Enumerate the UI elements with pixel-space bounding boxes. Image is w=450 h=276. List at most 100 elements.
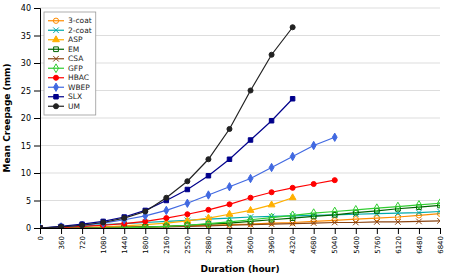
series-line <box>40 99 293 228</box>
x-tick: 3600 <box>247 228 255 254</box>
y-tick: 20 <box>21 114 40 123</box>
legend-item: ASP <box>48 35 83 44</box>
legend-line <box>48 49 64 50</box>
legend-item: 2-coat <box>48 26 92 35</box>
point <box>269 119 273 123</box>
plot: 0360720108014401800216025202880324036003… <box>21 4 445 254</box>
series-line <box>40 180 335 228</box>
legend-marker <box>54 83 59 91</box>
x-tick-label: 3600 <box>247 236 255 254</box>
point <box>332 133 337 141</box>
point <box>227 218 232 227</box>
y-tick-label: 30 <box>21 59 31 68</box>
x-tick: 3240 <box>226 228 234 254</box>
grid-line <box>40 145 440 146</box>
tick-mark <box>34 146 40 147</box>
point <box>206 207 211 212</box>
x-tick: 2880 <box>205 228 213 254</box>
legend-marker <box>53 104 58 109</box>
point <box>185 221 190 228</box>
x-tick: 5760 <box>374 228 382 254</box>
legend-label: HBAC <box>68 73 89 82</box>
legend-line <box>48 20 64 21</box>
tick-mark <box>34 228 40 229</box>
x-tick: 1440 <box>121 228 129 254</box>
point <box>268 201 275 207</box>
legend-item: HBAC <box>48 73 89 82</box>
series-line <box>40 203 440 228</box>
x-tick-label: 360 <box>58 236 66 249</box>
tick-mark <box>377 228 378 234</box>
tick-mark <box>34 63 40 64</box>
x-axis-title: Duration (hour) <box>200 264 279 274</box>
legend-marker <box>53 18 58 23</box>
x-tick-label: 4680 <box>310 236 318 254</box>
point <box>164 206 169 214</box>
point <box>248 215 253 224</box>
point <box>185 199 190 207</box>
legend-item: EM <box>48 45 79 54</box>
legend-label: GFP <box>68 64 83 73</box>
legend-label: CSA <box>68 54 84 63</box>
series-line <box>40 137 335 228</box>
tick-mark <box>187 228 188 234</box>
x-tick-label: 1080 <box>100 236 108 254</box>
y-tick: 10 <box>21 169 40 178</box>
point <box>269 213 274 222</box>
point <box>40 225 43 228</box>
legend-marker <box>53 75 58 80</box>
x-tick-label: 5760 <box>374 236 382 254</box>
point <box>248 88 253 93</box>
x-tick-label: 2880 <box>205 236 213 254</box>
point <box>290 97 294 101</box>
point <box>40 224 42 228</box>
x-tick-label: 1440 <box>121 236 129 254</box>
point <box>206 219 211 228</box>
y-tick: 35 <box>21 32 40 41</box>
point <box>40 224 43 228</box>
series-line <box>40 27 293 228</box>
point <box>395 219 401 225</box>
x-tick-label: 5400 <box>353 236 361 254</box>
point <box>248 195 253 200</box>
y-tick-label: 15 <box>21 142 31 151</box>
series <box>40 203 440 228</box>
x-tick: 720 <box>79 228 87 249</box>
point <box>122 216 127 224</box>
grid-line <box>40 63 440 64</box>
series <box>40 97 295 228</box>
y-tick-label: 20 <box>21 114 31 123</box>
point <box>332 178 337 183</box>
x-tick-label: 5040 <box>331 236 339 254</box>
tick-mark <box>335 228 336 234</box>
point <box>247 206 254 212</box>
x-tick-label: 0 <box>37 236 45 240</box>
tick-mark <box>34 91 40 92</box>
point <box>290 211 295 220</box>
point <box>311 141 316 149</box>
x-tick: 1800 <box>142 228 150 254</box>
x-tick: 2520 <box>184 228 192 254</box>
tick-mark <box>356 228 357 234</box>
tick-mark <box>419 228 420 234</box>
point <box>40 226 42 228</box>
y-tick: 25 <box>21 87 40 96</box>
y-tick: 15 <box>21 142 40 151</box>
x-tick-label: 2520 <box>184 236 192 254</box>
legend-label: EM <box>68 45 79 54</box>
grid-line <box>40 173 440 174</box>
tick-mark <box>34 36 40 37</box>
point <box>206 174 210 178</box>
point <box>395 202 400 211</box>
point <box>416 219 422 225</box>
point <box>122 216 127 221</box>
axis-line <box>41 229 441 235</box>
legend-label: UM <box>68 102 80 111</box>
point <box>79 224 86 228</box>
legend-item: WBEP <box>48 83 90 92</box>
grid-line <box>40 8 440 9</box>
x-tick-label: 1800 <box>142 236 150 254</box>
x-tick: 3960 <box>268 228 276 254</box>
point <box>374 204 379 213</box>
point <box>164 195 169 200</box>
